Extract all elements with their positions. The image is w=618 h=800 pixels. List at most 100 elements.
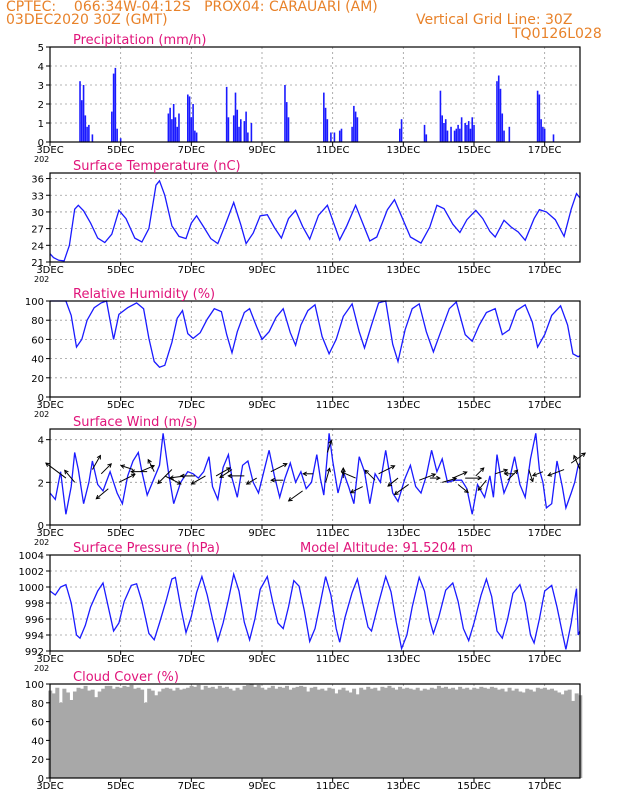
cloud-bar	[429, 687, 434, 778]
pressure-xtick-label: 11DEC	[316, 654, 350, 665]
wind-vector	[118, 473, 136, 483]
cloud-bar	[175, 687, 180, 778]
precipitation-bar	[84, 115, 87, 142]
pressure-ytick-label: 994	[25, 631, 44, 642]
cloud-bar	[281, 687, 286, 778]
cloud-bar	[178, 689, 183, 778]
wind-vector-head	[479, 467, 485, 472]
precipitation-bar	[444, 119, 447, 142]
wind-vector	[547, 469, 565, 477]
humidity-ytick-label: 100	[25, 297, 44, 308]
wind-vector-head	[436, 475, 441, 481]
cloud-bar	[111, 688, 116, 778]
wind-vector-head	[287, 497, 293, 502]
pressure-ytick-label: 1000	[19, 583, 44, 594]
cloud-bar	[454, 689, 459, 778]
humidity-xtick-label: 17DEC	[528, 400, 562, 411]
precipitation-bar	[195, 132, 198, 142]
cloud-bar	[468, 689, 473, 778]
grid-note: Vertical Grid Line: 30Z	[416, 12, 573, 28]
cloud-bar	[97, 691, 102, 778]
precipitation-bar	[172, 104, 175, 142]
precipitation-bar	[114, 67, 117, 142]
precipitation-bar	[171, 119, 173, 142]
precipitation-bar	[169, 107, 171, 142]
precipitation-bar	[326, 119, 329, 142]
precipitation-bar	[247, 132, 249, 142]
cloud-bar	[306, 691, 311, 778]
wind-vector	[157, 469, 173, 484]
cloud-bar	[330, 688, 335, 778]
wind-vector	[147, 459, 155, 472]
pressure-annotation: Model Altitude: 91.5204 m	[300, 541, 473, 556]
station-header: CPTEC: 066:34W-04:12S PROX04: CARAUARI (…	[6, 0, 378, 15]
cloud-bar	[514, 688, 519, 778]
cloud-bar	[214, 688, 219, 778]
humidity-xtick-label: 3DEC	[36, 400, 63, 411]
precipitation-bar	[473, 124, 475, 142]
wind-vector	[475, 467, 485, 477]
precipitation-title: Precipitation (mm/h)	[73, 33, 206, 48]
precipitation-bar	[552, 134, 555, 142]
cloud-bar	[465, 687, 470, 778]
cloud-bar	[482, 687, 487, 778]
cloud-bar	[210, 686, 215, 778]
wind-vector	[341, 471, 356, 479]
cloud-bar	[217, 685, 222, 778]
wind-vector-head	[176, 480, 182, 485]
precipitation-bar	[82, 85, 85, 142]
precipitation-bar	[540, 119, 542, 142]
pressure-xtick-label: 7DEC	[178, 654, 205, 665]
cloud-bar	[320, 688, 325, 778]
wind-vector-head	[340, 467, 346, 472]
precipitation-ytick-label: 3	[38, 81, 44, 92]
precipitation-bar	[508, 126, 511, 142]
wind-vector	[191, 475, 206, 485]
cloud-bar	[539, 688, 544, 778]
precipitation-bar	[450, 126, 452, 142]
temperature-line	[49, 179, 581, 262]
wind-vector	[219, 469, 233, 478]
cloud-bar	[239, 689, 244, 778]
wind-vector-head	[168, 475, 174, 480]
precipitation-bar	[446, 130, 449, 142]
cloud-bar	[479, 686, 484, 778]
wind-vector-head	[326, 467, 331, 473]
wind-vector-head	[513, 469, 519, 475]
temperature-xtick-label: 9DEC	[248, 265, 275, 276]
wind-vector	[419, 473, 436, 481]
precipitation-bar	[250, 123, 253, 142]
wind-vector-head	[529, 477, 534, 483]
precipitation-bar	[192, 104, 194, 142]
precipitation-bar	[333, 132, 336, 142]
precipitation-bar	[225, 86, 228, 142]
precipitation-bar	[469, 128, 472, 142]
precipitation-bar	[455, 128, 458, 142]
wind-xtick-label: 17DEC	[528, 528, 562, 539]
temperature-xtick-label: 17DEC	[528, 265, 562, 276]
precipitation-bar	[284, 85, 286, 142]
precipitation-bar	[178, 113, 180, 142]
cloud-bar	[405, 687, 410, 778]
temperature-xtick-label: 11DEC	[316, 265, 350, 276]
cloud-bar	[292, 687, 297, 778]
precipitation-ytick-label: 1	[38, 119, 44, 130]
cloud-bar	[440, 687, 445, 778]
wind-vector	[164, 475, 182, 485]
cloud-bar	[203, 685, 208, 778]
wind-title: Surface Wind (m/s)	[73, 415, 197, 430]
precipitation-bar	[340, 128, 343, 142]
humidity-title: Relative Humidity (%)	[73, 287, 215, 302]
cloud-bar	[182, 688, 187, 778]
precipitation-bar	[174, 117, 177, 142]
pressure-ytick-label: 1002	[19, 567, 44, 578]
cloud-bar	[493, 687, 498, 778]
cloud-bar	[408, 688, 413, 778]
pressure-title: Surface Pressure (hPa)	[73, 541, 220, 556]
cloud-bar	[327, 687, 332, 778]
cloud-bar	[398, 686, 403, 778]
cloud-bar	[433, 688, 438, 778]
precipitation-bar	[176, 126, 178, 142]
cloud-bar	[362, 689, 367, 778]
wind-vector-head	[328, 439, 333, 445]
